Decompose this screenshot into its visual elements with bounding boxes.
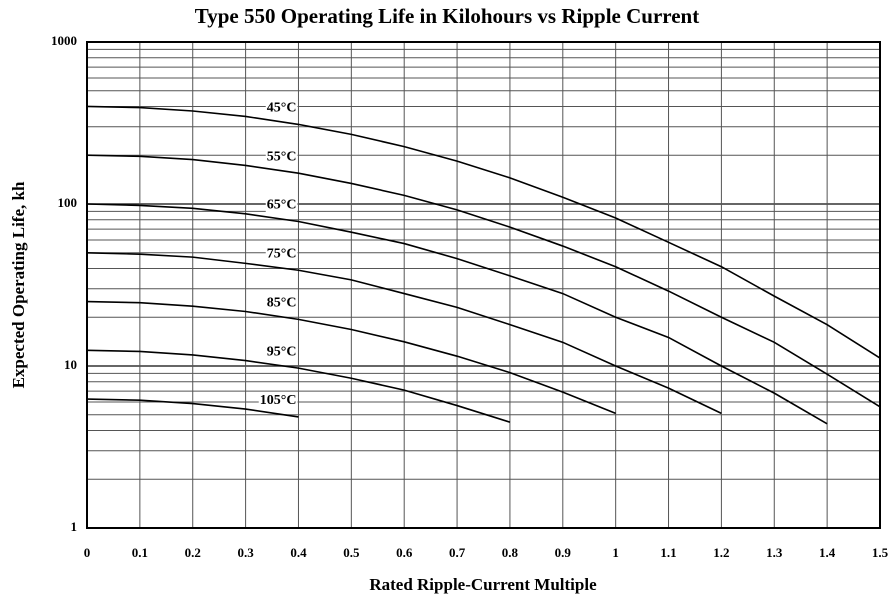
x-tick-label: 0.9: [555, 545, 572, 560]
series-line: [86, 398, 299, 418]
x-tick-label: 0.5: [343, 545, 360, 560]
x-tick-label: 0.8: [502, 545, 519, 560]
series-line: [86, 349, 511, 423]
x-tick-label: 1.2: [713, 545, 729, 560]
x-tick-label: 0.4: [290, 545, 307, 560]
series-label: 95°C: [267, 344, 297, 359]
x-axis-label: Rated Ripple-Current Multiple: [369, 575, 597, 594]
x-tick-label: 0.2: [185, 545, 201, 560]
series-line: [86, 203, 828, 425]
series-label-bg: [265, 149, 298, 165]
x-tick-label: 0.7: [449, 545, 466, 560]
series-label-bg: [265, 344, 298, 360]
series-line: [86, 251, 722, 415]
series-label: 45°C: [267, 101, 297, 116]
y-axis-label: Expected Operating Life, kh: [9, 181, 28, 388]
series-label: 85°C: [267, 296, 297, 311]
series-label: 65°C: [267, 198, 297, 213]
series-label: 75°C: [267, 246, 297, 261]
series-label: 55°C: [267, 149, 297, 164]
x-tick-label: 0.6: [396, 545, 413, 560]
x-tick-label: 1.3: [766, 545, 783, 560]
plot-frame: [86, 41, 881, 529]
y-tick-label: 100: [58, 195, 78, 210]
x-tick-label: 0.1: [132, 545, 148, 560]
x-tick-label: 0: [84, 545, 91, 560]
series-label-bg: [265, 295, 298, 311]
x-tick-label: 0.3: [237, 545, 254, 560]
x-tick-label: 1.1: [660, 545, 676, 560]
series-label: 105°C: [260, 393, 297, 408]
x-tick-label: 1.5: [872, 545, 889, 560]
y-tick-label: 1: [71, 519, 78, 534]
y-tick-label: 10: [64, 357, 77, 372]
chart-title: Type 550 Operating Life in Kilohours vs …: [195, 4, 699, 28]
series-label-bg: [265, 246, 298, 262]
series-label-bg: [265, 100, 298, 116]
y-tick-label: 1000: [51, 33, 77, 48]
series-label-bg: [258, 393, 298, 409]
x-tick-label: 1.4: [819, 545, 836, 560]
series-line: [86, 300, 616, 415]
x-tick-label: 1: [612, 545, 619, 560]
series-line: [86, 154, 881, 408]
series-label-bg: [265, 197, 298, 213]
series-line: [86, 105, 881, 359]
